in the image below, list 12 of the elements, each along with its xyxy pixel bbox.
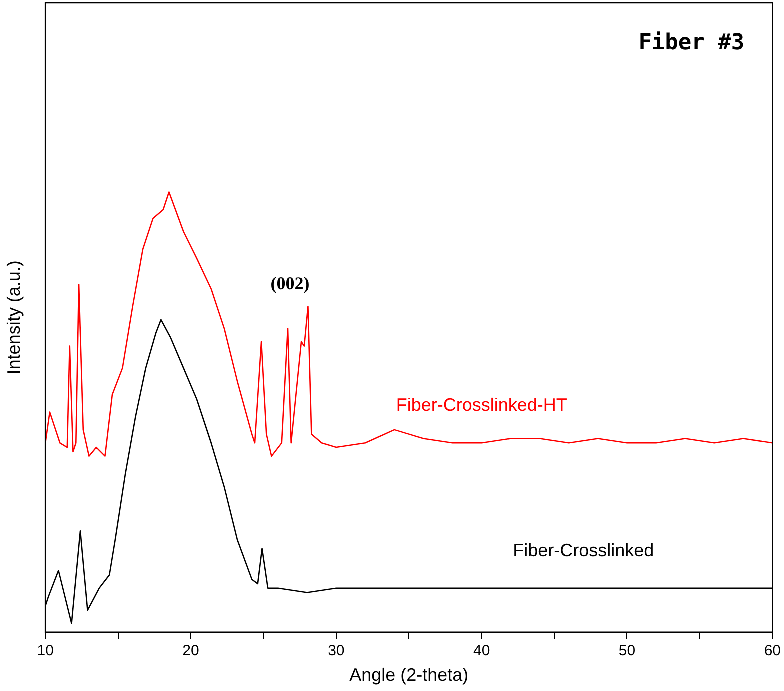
x-tick-label: 50 — [618, 642, 636, 660]
x-tick-label: 40 — [473, 642, 490, 660]
x-axis-title: Angle (2-theta) — [350, 665, 469, 686]
series-label: Fiber-Crosslinked — [513, 540, 654, 560]
annotation: (002) — [270, 273, 310, 294]
y-axis-title: Intensity (a.u.) — [4, 260, 24, 375]
x-tick-label: 30 — [328, 642, 345, 660]
x-tick-label: 60 — [764, 642, 781, 660]
chart-title: Fiber #3 — [638, 30, 745, 56]
series-label: Fiber-Crosslinked-HT — [396, 395, 568, 416]
x-tick-label: 10 — [37, 642, 54, 660]
x-tick-label: 20 — [182, 642, 200, 660]
